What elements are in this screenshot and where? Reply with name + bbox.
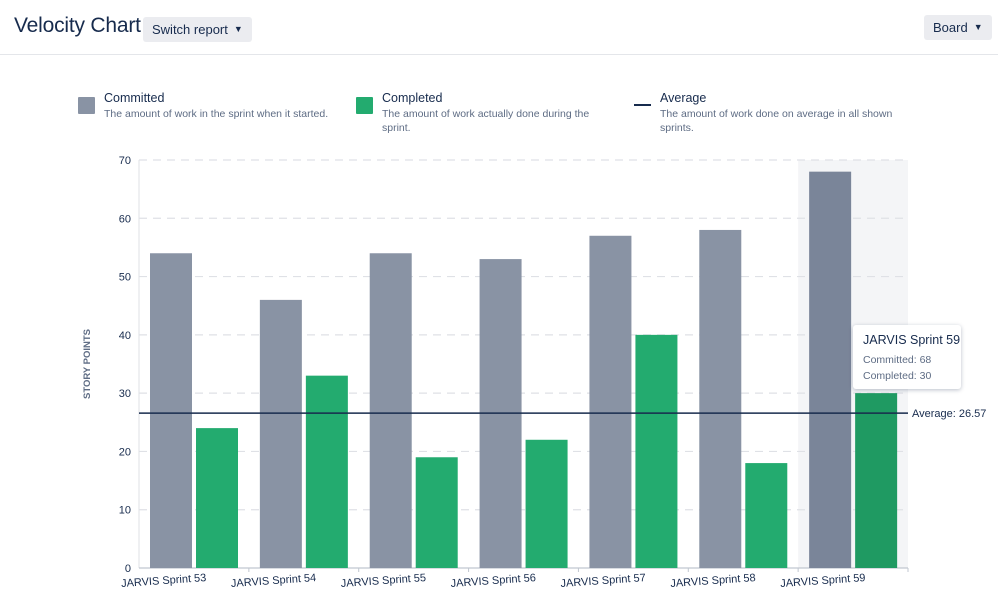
y-tick-label: 40	[119, 330, 131, 342]
bar-completed	[305, 375, 348, 568]
bar-completed	[745, 463, 788, 568]
tooltip-committed: Committed: 68	[863, 354, 932, 366]
chevron-down-icon: ▼	[233, 24, 243, 34]
legend-desc-completed: The amount of work actually done during …	[382, 108, 590, 134]
switch-report-button[interactable]: Switch report ▼	[143, 17, 252, 42]
x-tick-label: JARVIS Sprint 53	[121, 572, 207, 590]
switch-report-label: Switch report	[152, 22, 228, 37]
y-axis-label: STORY POINTS	[82, 329, 93, 399]
bar-committed	[259, 299, 302, 568]
board-label: Board	[933, 20, 968, 35]
bar-completed	[196, 428, 238, 568]
y-tick-label: 20	[119, 446, 131, 458]
legend-title-average: Average	[660, 91, 707, 105]
x-tick-label: JARVIS Sprint 56	[450, 572, 536, 590]
chevron-down-icon: ▼	[973, 22, 983, 32]
bar-completed	[635, 334, 678, 568]
x-tick-label: JARVIS Sprint 58	[670, 572, 756, 590]
y-tick-label: 0	[125, 563, 131, 575]
page-title: Velocity Chart	[14, 14, 141, 37]
committed-swatch	[78, 97, 95, 114]
x-tick-label: JARVIS Sprint 54	[231, 572, 317, 590]
sprint-tooltip: JARVIS Sprint 59 Committed: 68 Completed…	[853, 325, 961, 389]
legend-desc-committed: The amount of work in the sprint when it…	[104, 108, 329, 120]
legend-title-committed: Committed	[104, 91, 165, 105]
bar-completed	[855, 393, 898, 568]
average-label: Average: 26.57	[912, 408, 986, 420]
tooltip-title: JARVIS Sprint 59	[863, 333, 961, 347]
legend-desc-average: The amount of work done on average in al…	[660, 108, 893, 134]
y-tick-label: 10	[119, 505, 131, 517]
tooltip-completed: Completed: 30	[863, 370, 932, 382]
bar-committed	[589, 235, 632, 568]
average-line-icon	[634, 104, 651, 106]
x-tick-label: JARVIS Sprint 57	[560, 572, 646, 590]
legend-title-completed: Completed	[382, 91, 443, 105]
header: Velocity Chart Switch report ▼ Board ▼	[0, 0, 998, 55]
y-tick-label: 70	[119, 155, 131, 167]
bar-committed	[809, 171, 852, 568]
x-tick-label: JARVIS Sprint 55	[340, 572, 426, 590]
y-tick-label: 60	[119, 213, 131, 225]
bar-completed	[525, 439, 568, 568]
y-tick-label: 30	[119, 388, 131, 400]
bar-completed	[415, 457, 458, 568]
bar-committed	[150, 253, 192, 568]
bar-committed	[699, 229, 742, 568]
completed-swatch	[356, 97, 373, 114]
bar-committed	[369, 253, 412, 568]
y-tick-label: 50	[119, 272, 131, 284]
board-button[interactable]: Board ▼	[924, 15, 992, 40]
x-tick-label: JARVIS Sprint 59	[780, 572, 866, 590]
